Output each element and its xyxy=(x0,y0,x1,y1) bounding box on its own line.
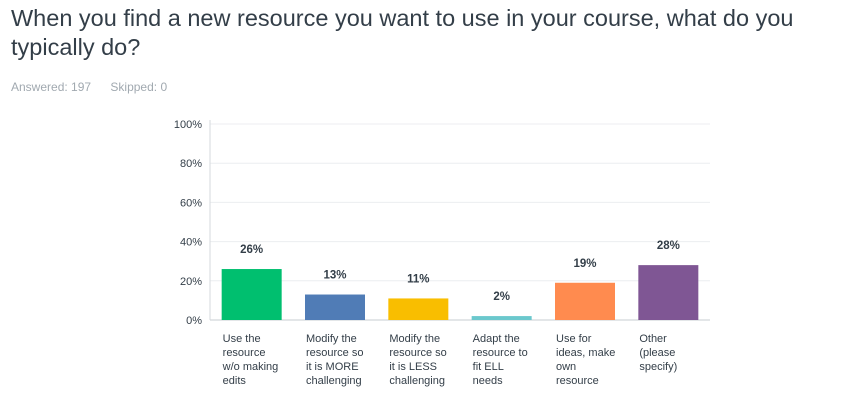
bar xyxy=(388,298,449,320)
data-label: 13% xyxy=(323,270,346,282)
category-label: Use the resource w/o making edits xyxy=(222,333,279,387)
data-label: 28% xyxy=(657,240,680,252)
answered-count: Answered: 197 xyxy=(11,80,92,94)
y-tick-label: 60% xyxy=(180,197,202,209)
category-label: Use for ideas, make own resource xyxy=(556,333,615,387)
bar xyxy=(638,265,699,320)
question-title: When you find a new resource you want to… xyxy=(11,5,794,60)
category-label: Adapt the resource to fit ELL needs xyxy=(473,333,528,387)
y-tick-label: 80% xyxy=(180,158,202,170)
data-label: 2% xyxy=(493,291,510,303)
bar xyxy=(471,316,532,320)
response-stats: Answered: 197 Skipped: 0 xyxy=(11,80,183,94)
bar xyxy=(555,282,615,320)
category-label: Other (please specify) xyxy=(639,333,677,373)
data-label: 26% xyxy=(240,244,263,256)
y-tick-label: 0% xyxy=(186,315,202,327)
y-tick-label: 40% xyxy=(180,237,202,249)
y-tick-label: 100% xyxy=(174,119,202,131)
skipped-count: Skipped: 0 xyxy=(110,80,168,94)
bar xyxy=(305,294,365,320)
category-label: Modify the resource so it is LESS challengi… xyxy=(389,333,446,387)
y-tick-label: 20% xyxy=(180,276,202,288)
category-label: Modify the resource so it is MORE challengi… xyxy=(306,333,363,387)
bar xyxy=(221,269,282,320)
data-label: 11% xyxy=(407,273,429,285)
data-label: 19% xyxy=(573,258,596,270)
